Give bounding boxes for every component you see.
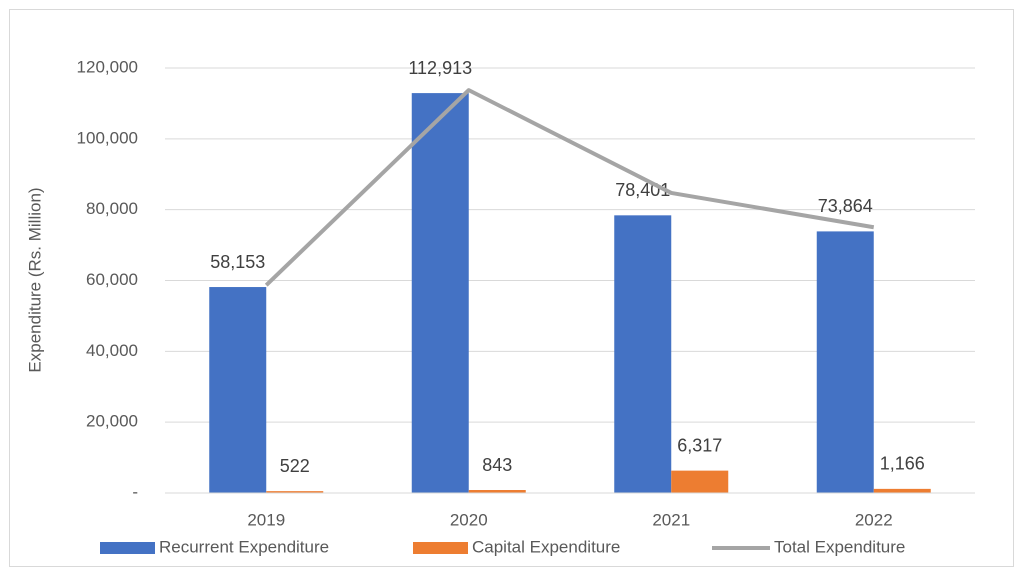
bar bbox=[411, 93, 469, 493]
bar bbox=[468, 490, 526, 493]
bar bbox=[614, 215, 672, 494]
legend-label: Total Expenditure bbox=[774, 537, 905, 556]
x-tick-label: 2019 bbox=[247, 510, 285, 529]
y-axis-label: Expenditure (Rs. Million) bbox=[25, 187, 44, 372]
y-tick-label: 120,000 bbox=[77, 57, 138, 76]
data-label: 112,913 bbox=[408, 58, 472, 78]
y-tick-label: 60,000 bbox=[86, 270, 138, 289]
y-tick-label: - bbox=[132, 482, 138, 501]
line bbox=[264, 88, 875, 287]
data-label: 1,166 bbox=[880, 454, 925, 474]
y-tick-label: 80,000 bbox=[86, 199, 138, 218]
data-label: 58,153 bbox=[210, 252, 265, 272]
legend-swatch bbox=[413, 542, 468, 554]
y-tick-label: 20,000 bbox=[86, 412, 138, 431]
legend-swatch bbox=[100, 542, 155, 554]
x-tick-label: 2022 bbox=[855, 510, 893, 529]
data-label: 73,864 bbox=[818, 196, 873, 216]
y-tick-label: 100,000 bbox=[77, 128, 138, 147]
bar bbox=[209, 287, 267, 493]
legend-label: Capital Expenditure bbox=[472, 537, 620, 556]
y-tick-label: 40,000 bbox=[86, 341, 138, 360]
bar bbox=[816, 231, 874, 494]
bar bbox=[671, 470, 729, 493]
legend-label: Recurrent Expenditure bbox=[159, 537, 329, 556]
x-tick-label: 2020 bbox=[450, 510, 488, 529]
data-label: 843 bbox=[482, 455, 512, 475]
data-label: 522 bbox=[280, 456, 310, 476]
x-tick-label: 2021 bbox=[652, 510, 690, 529]
bar bbox=[873, 488, 931, 493]
data-label: 6,317 bbox=[677, 435, 722, 455]
bar bbox=[266, 491, 324, 493]
